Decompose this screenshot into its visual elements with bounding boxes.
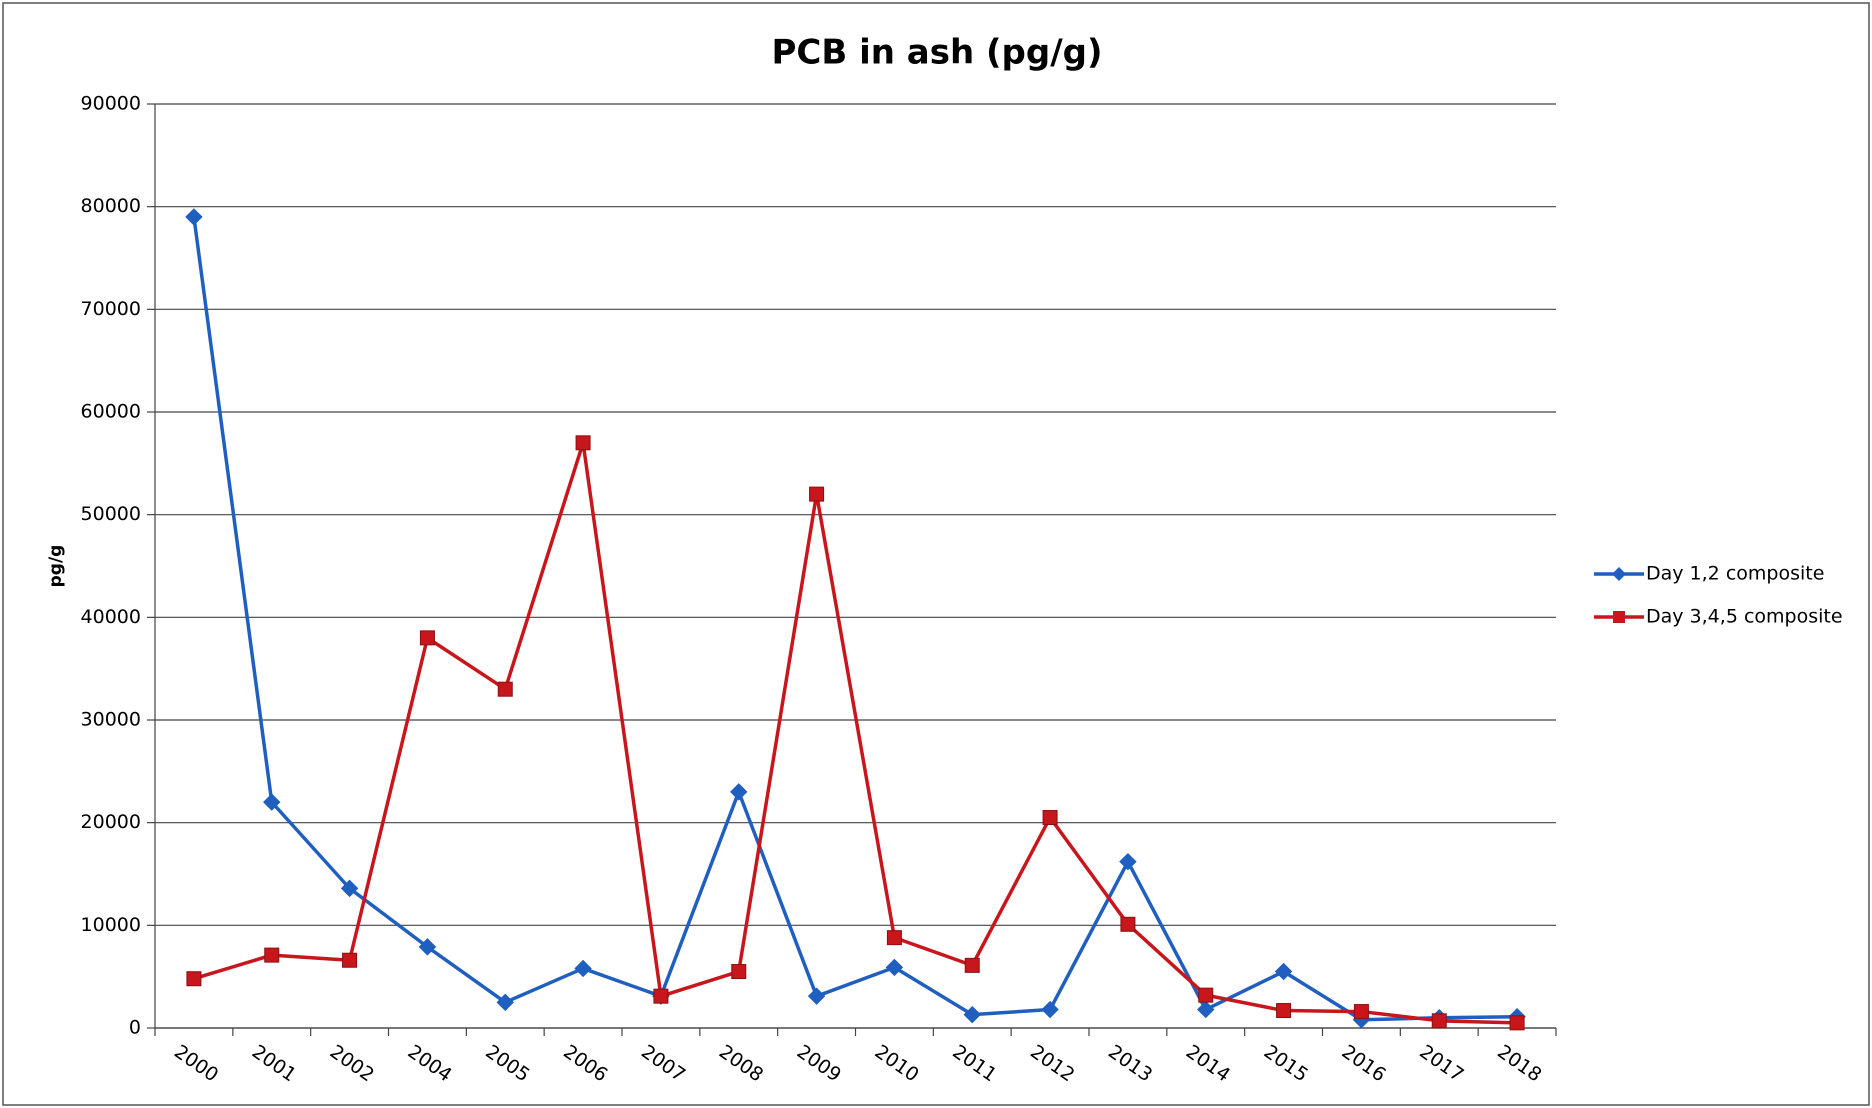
- x-tick-label: 2013: [1104, 1041, 1156, 1087]
- data-point: [964, 957, 980, 973]
- data-point: [185, 208, 203, 226]
- data-point: [886, 930, 902, 946]
- x-tick-label: 2011: [948, 1041, 1000, 1087]
- x-tick-label: 2018: [1493, 1041, 1545, 1087]
- data-point: [807, 987, 826, 1005]
- x-tick-label: 2005: [481, 1041, 533, 1087]
- data-point: [264, 947, 280, 963]
- x-tick-label: 2010: [871, 1041, 923, 1087]
- data-point: [963, 1005, 981, 1024]
- x-tick-label: 2016: [1338, 1041, 1390, 1087]
- series-line: [193, 441, 1518, 1025]
- y-axis-label: pg/g: [46, 545, 66, 588]
- x-tick-label: 2012: [1026, 1041, 1078, 1087]
- y-tick-label: 50000: [81, 503, 141, 525]
- y-tick-label: 80000: [81, 195, 141, 217]
- x-tick-label: 2004: [404, 1041, 456, 1087]
- data-point: [1431, 1013, 1447, 1029]
- x-tick-label: 2001: [248, 1041, 300, 1087]
- data-point: [575, 435, 591, 451]
- y-tick-label: 30000: [81, 709, 141, 731]
- x-tick-label: 2008: [715, 1041, 767, 1087]
- x-tick-label: 2000: [170, 1041, 222, 1087]
- y-tick-label: 0: [129, 1017, 141, 1039]
- data-point: [809, 486, 825, 502]
- x-tick-label: 2009: [793, 1041, 845, 1087]
- y-tick-label: 60000: [81, 401, 141, 423]
- y-tick-label: 90000: [81, 93, 141, 115]
- data-point: [1276, 1003, 1292, 1019]
- data-point: [497, 681, 513, 697]
- data-point: [574, 959, 592, 978]
- y-tick-label: 40000: [81, 606, 141, 628]
- data-point: [342, 952, 358, 968]
- data-point: [1041, 1000, 1059, 1019]
- legend-marker: [1612, 567, 1626, 581]
- data-point: [186, 971, 202, 987]
- data-point: [1042, 810, 1058, 826]
- legend-marker: [1613, 611, 1625, 623]
- x-tick-label: 2017: [1415, 1041, 1467, 1087]
- data-point: [1119, 852, 1137, 871]
- y-tick-label: 20000: [81, 811, 141, 833]
- data-point: [418, 938, 437, 956]
- y-tick-label: 70000: [81, 298, 141, 320]
- data-point: [885, 958, 904, 977]
- x-tick-label: 2014: [1182, 1041, 1234, 1087]
- data-point: [419, 630, 435, 646]
- data-point: [496, 993, 514, 1012]
- series-line: [192, 216, 1518, 1022]
- y-tick-label: 10000: [81, 914, 141, 936]
- x-tick-label: 2007: [637, 1041, 689, 1087]
- data-point: [1120, 916, 1136, 932]
- legend-label: Day 3,4,5 composite: [1646, 606, 1843, 628]
- data-point: [1509, 1015, 1525, 1031]
- data-point: [653, 988, 669, 1004]
- x-tick-label: 2006: [559, 1041, 611, 1087]
- x-tick-label: 2015: [1260, 1041, 1312, 1087]
- data-point: [340, 879, 359, 898]
- legend-label: Day 1,2 composite: [1646, 563, 1824, 585]
- x-tick-label: 2002: [326, 1041, 378, 1087]
- data-point: [263, 793, 281, 811]
- data-point: [730, 783, 748, 801]
- chart-title: PCB in ash (pg/g): [771, 33, 1102, 73]
- data-point: [1274, 962, 1293, 981]
- data-point: [1197, 1000, 1215, 1019]
- data-point: [731, 964, 747, 980]
- data-point: [1198, 987, 1214, 1003]
- data-point: [1353, 1004, 1369, 1020]
